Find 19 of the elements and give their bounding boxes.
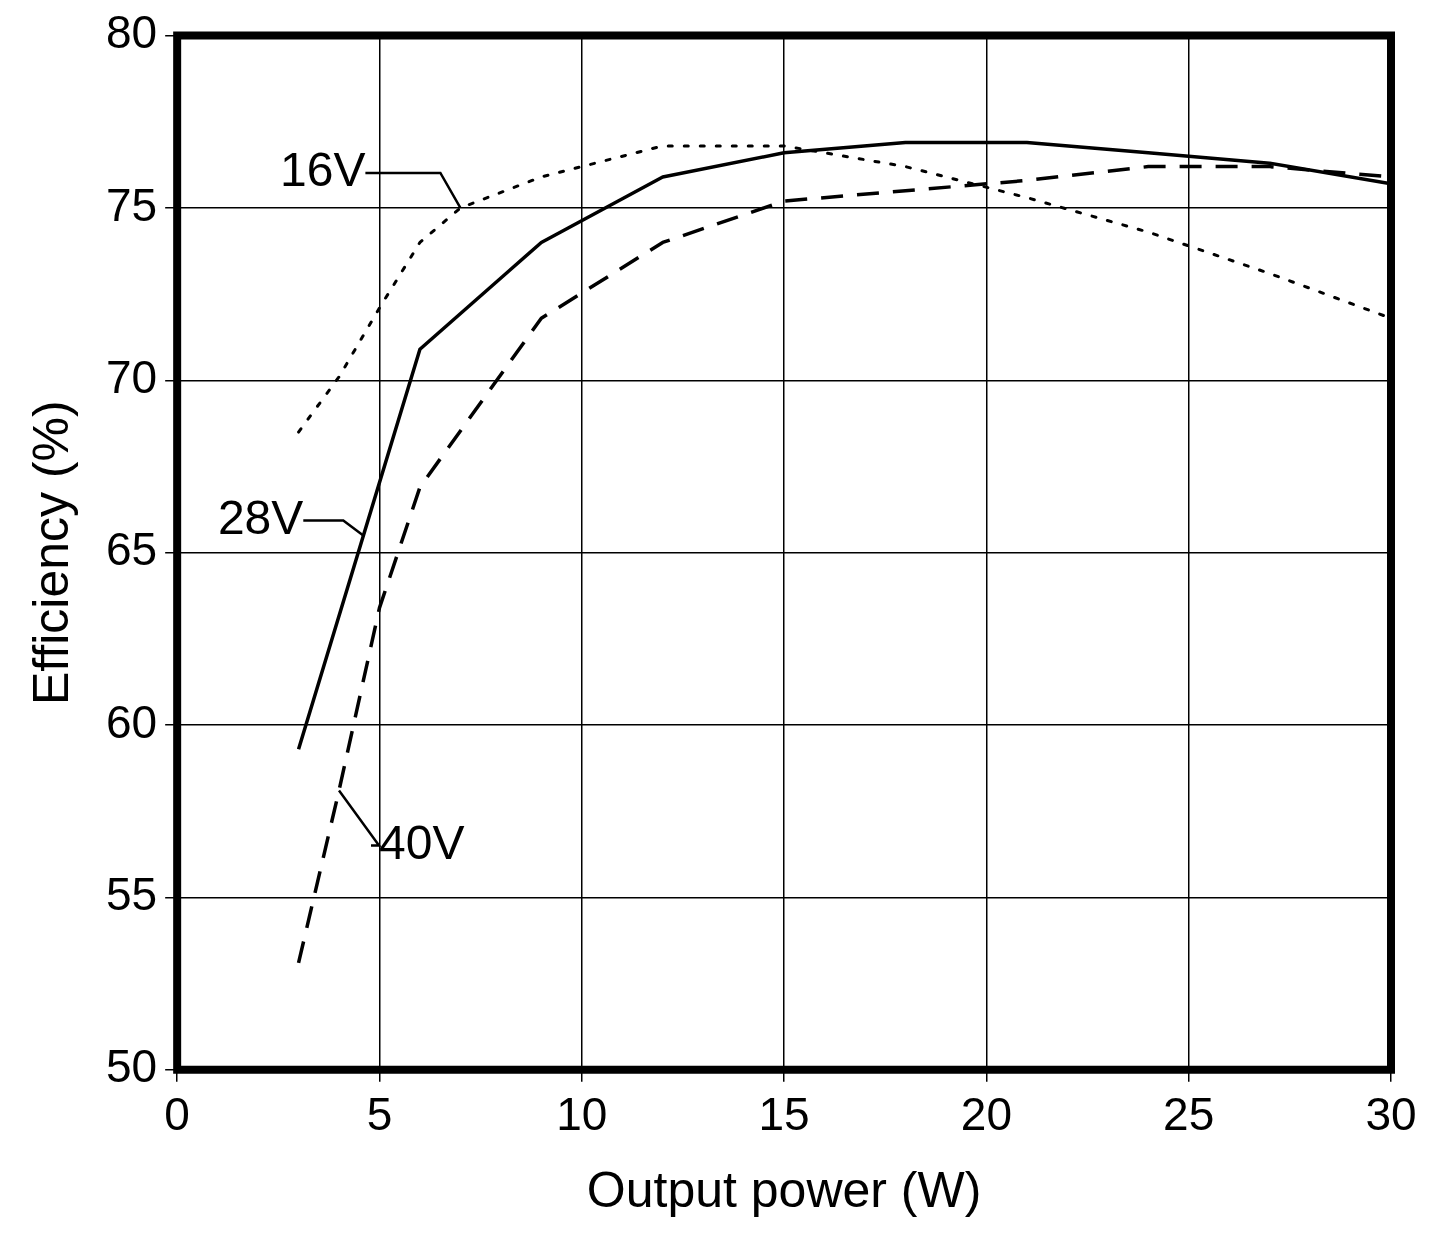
y-tick-label: 75 — [105, 178, 158, 231]
annotation: 28V — [217, 490, 304, 544]
y-tick-label: 65 — [105, 523, 158, 576]
annotation: 40V — [379, 815, 465, 869]
annotation: 16V — [279, 143, 366, 197]
y-axis-title: Efficiency (%) — [22, 400, 79, 706]
y-tick-label: 80 — [105, 6, 158, 59]
y-tick-label: 55 — [105, 868, 158, 921]
x-tick-label: 0 — [164, 1088, 190, 1141]
y-tick-label: 50 — [105, 1040, 158, 1093]
x-tick-label: 20 — [960, 1088, 1012, 1141]
y-tick-label: 60 — [105, 695, 158, 748]
x-tick-label: 5 — [366, 1088, 393, 1141]
x-tick-label: 30 — [1365, 1088, 1417, 1141]
x-tick-label: 10 — [556, 1088, 608, 1141]
x-tick-label: 15 — [758, 1088, 810, 1141]
y-tick-label: 70 — [105, 351, 158, 404]
x-axis-title: Output power (W) — [586, 1161, 982, 1218]
x-tick-label: 25 — [1163, 1088, 1215, 1141]
